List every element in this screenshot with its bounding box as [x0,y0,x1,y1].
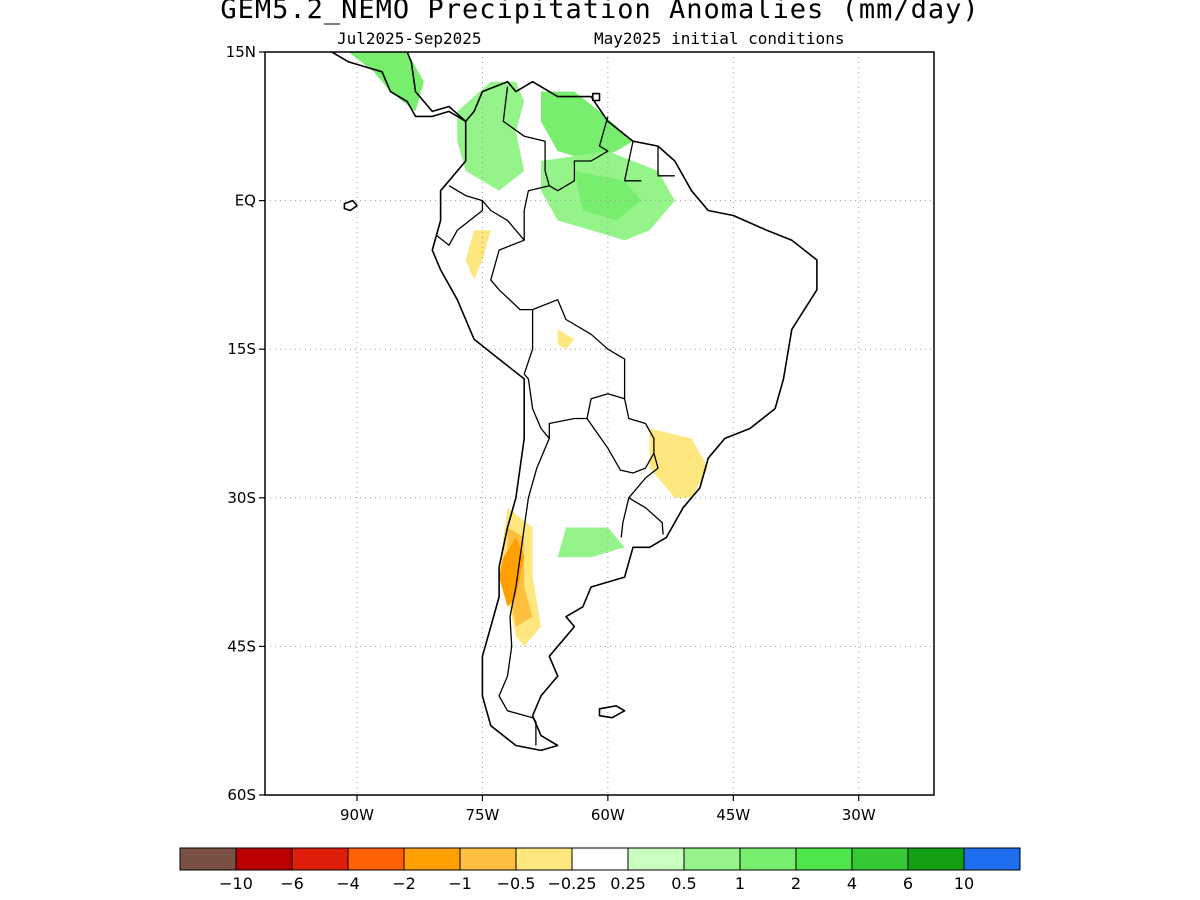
lat-tick-label: 15S [227,340,256,358]
border-peru-brazil [490,239,533,311]
anomaly-region-amazon-core-wet [574,170,642,221]
colorbar-label: −10 [219,874,253,893]
anomaly-region-bolivia-dry [557,329,575,350]
coastline-falklands [598,704,626,719]
border-colombia-ecuador-peru [448,185,550,241]
colorbar-swatch [179,847,237,871]
lat-tick-label: 60S [227,786,256,804]
latitude-axis: 15N EQ 15S 30S 45S 60S [226,43,265,804]
anomaly-region-venezuela-guyana-wet [541,91,633,161]
colorbar-swatch [683,847,741,871]
colorbar-label: −4 [336,874,360,893]
subtitle-period: Jul2025-Sep2025 [337,29,482,48]
colorbar-swatch [627,847,685,871]
colorbar-label: 0.5 [671,874,696,893]
border-guyana-suriname [623,141,642,182]
anomaly-region-peru-dry [465,230,491,280]
lon-tick-label: 60W [591,806,625,824]
colorbar-label: −0.5 [497,874,536,893]
lon-tick-label: 45W [716,806,750,824]
colorbar-swatch [571,847,629,871]
coastline-central-america [330,52,467,122]
coastline-south-america [431,80,818,752]
colorbar-swatch [851,847,909,871]
border-ecuador-peru [435,200,484,246]
colorbar: −10 −6 −4 −2 −1 −0.5 −0.25 0.25 0.5 1 2 4 6 10 [179,847,1021,893]
anomaly-region-sebrazil-dry [649,428,709,498]
colorbar-label: 2 [791,874,801,893]
lat-tick-label: 15N [226,43,256,61]
colorbar-swatch [459,847,517,871]
colorbar-swatch [795,847,853,871]
border-paraguay-brazil-argentina [586,398,655,474]
colorbar-label: −6 [280,874,304,893]
anomaly-region-colombia-venezuela-wet [457,81,525,191]
border-suriname-fg [657,146,675,177]
colorbar-swatch [907,847,965,871]
colorbar-swatch [739,847,797,871]
border-peru-bolivia-chile [523,309,550,439]
colorbar-swatch [963,847,1021,871]
coastline-galapagos [343,199,358,212]
colorbar-label: −1 [448,874,472,893]
colorbar-swatch [515,847,573,871]
border-uruguay-argentina [620,497,630,538]
lon-tick-label: 75W [465,806,499,824]
border-venezuela-guyana [548,116,609,192]
lat-tick-label: 30S [227,489,256,507]
colorbar-swatch [235,847,293,871]
colorbar-label: 0.25 [610,874,646,893]
map-title: GEM5.2_NEMO Precipitation Anomalies (mm/… [220,0,980,25]
colorbar-swatch [291,847,349,871]
anomaly-region-argentina-wet [557,527,625,558]
lon-tick-label: 30W [842,806,876,824]
coastline-central-america-caribbean [405,52,467,122]
colorbar-label: 6 [903,874,913,893]
border-chile-argentina [498,438,550,746]
lon-tick-label: 90W [340,806,374,824]
colorbar-label: −0.25 [547,874,596,893]
plot-frame [264,51,935,796]
lat-tick-label: 45S [227,637,256,655]
anomaly-region-andes-dry-core [499,537,525,607]
coastlines [330,52,818,752]
colorbar-label: 1 [735,874,745,893]
colorbar-label: −2 [392,874,416,893]
colorbar-label: 4 [847,874,857,893]
colorbar-swatch [403,847,461,871]
border-colombia-venezuela [502,86,550,186]
colorbar-label: 10 [954,874,974,893]
border-brazil-bolivia [532,299,626,399]
lat-tick-label: EQ [235,192,256,210]
colorbar-swatch [347,847,405,871]
longitude-axis: 90W 75W 60W 45W 30W [340,795,876,824]
border-argentina-brazil-uruguay [628,453,664,535]
coastline-trinidad [591,92,601,102]
subtitle-initial-conditions: May2025 initial conditions [594,29,845,48]
